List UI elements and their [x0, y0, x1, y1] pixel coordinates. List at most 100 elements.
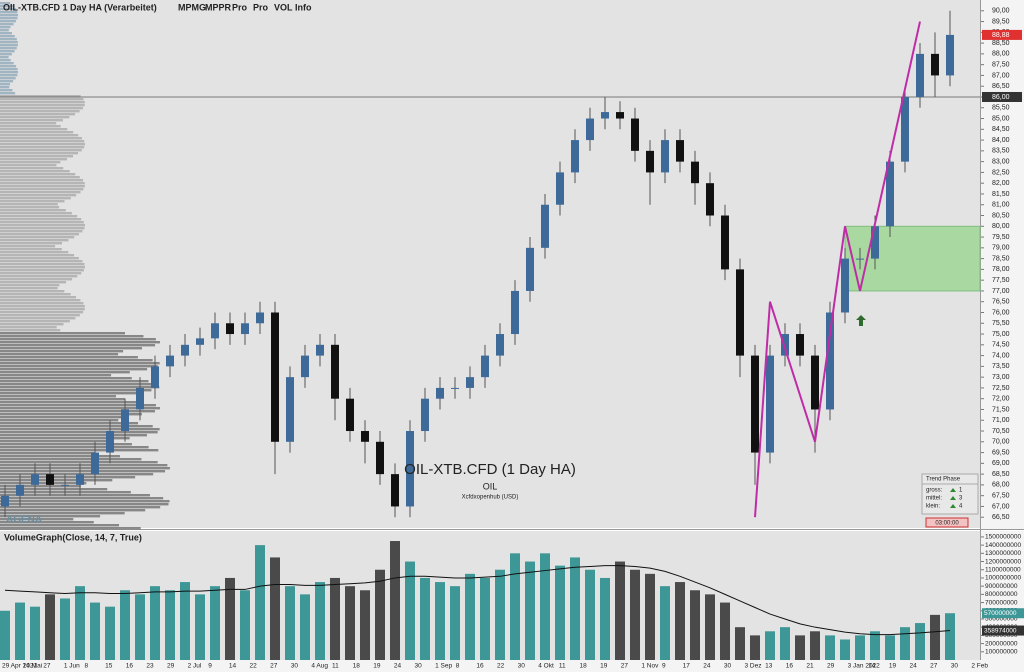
profile-bar	[0, 500, 170, 503]
candle-body	[451, 387, 459, 389]
volume-tick-label: 100000000	[985, 649, 1018, 656]
profile-bar	[0, 32, 13, 35]
candle-body	[226, 323, 234, 335]
trend-arrow	[950, 488, 956, 492]
volume-profile	[0, 2, 170, 530]
y-tick-label: 68,00	[992, 482, 1010, 489]
x-tick-label: 27	[43, 663, 51, 670]
x-tick-label: 2 Jul	[188, 663, 202, 670]
candle-body	[646, 150, 654, 173]
profile-bar	[0, 182, 85, 185]
profile-bar	[0, 377, 132, 380]
volume-bar	[945, 613, 955, 660]
candle-body	[676, 140, 684, 162]
volume-bar	[75, 586, 85, 660]
profile-bar	[0, 389, 152, 392]
volume-bar	[165, 590, 175, 660]
profile-bar	[0, 206, 60, 209]
profile-bar	[0, 296, 77, 299]
candle-body	[496, 334, 504, 356]
volume-bar	[45, 594, 55, 660]
profile-bar	[0, 281, 67, 284]
candle-body	[286, 377, 294, 442]
candle-body	[781, 334, 789, 356]
price-label-box	[982, 91, 1022, 102]
indicator-label: Pro	[232, 2, 248, 12]
x-tick-label: 2 Feb	[971, 663, 988, 670]
candle-body	[661, 140, 669, 173]
price-label: 86,00	[992, 94, 1010, 101]
volume-bar	[780, 627, 790, 660]
y-tick-label: 74,00	[992, 352, 1010, 359]
y-tick-label: 72,50	[992, 385, 1010, 392]
volume-bar	[135, 594, 145, 660]
profile-bar	[0, 167, 64, 170]
x-tick-label: 27	[930, 663, 938, 670]
candle-body	[706, 183, 714, 216]
y-tick-label: 73,00	[992, 374, 1010, 381]
volume-bar	[690, 590, 700, 660]
profile-bar	[0, 527, 141, 530]
profile-bar	[0, 485, 81, 488]
profile-bar	[0, 329, 61, 332]
profile-bar	[0, 506, 161, 509]
profile-bar	[0, 107, 83, 110]
indicator-label: Info	[295, 2, 312, 12]
x-tick-label: 22	[497, 663, 505, 670]
candle-body	[151, 366, 159, 388]
volume-bar	[900, 627, 910, 660]
signal-arrow	[856, 315, 866, 326]
y-tick-label: 66,50	[992, 514, 1010, 521]
profile-bar	[0, 86, 10, 89]
profile-bar	[0, 242, 62, 245]
candle-body	[1, 495, 9, 507]
profile-bar	[0, 113, 76, 116]
profile-bar	[0, 383, 159, 386]
profile-bar	[0, 398, 126, 401]
profile-bar	[0, 194, 77, 197]
profile-bar	[0, 272, 82, 275]
volume-bar	[795, 635, 805, 660]
date-axis	[0, 660, 1024, 672]
profile-bar	[0, 269, 84, 272]
y-tick-label: 82,50	[992, 169, 1010, 176]
x-tick-label: 27	[621, 663, 629, 670]
candle-body	[601, 112, 609, 119]
profile-bar	[0, 278, 73, 281]
profile-bar	[0, 302, 84, 305]
y-tick-label: 82,00	[992, 180, 1010, 187]
y-tick-label: 75,50	[992, 320, 1010, 327]
profile-bar	[0, 365, 158, 368]
volume-bar	[390, 541, 400, 660]
x-tick-label: 4 Aug	[311, 663, 328, 670]
volume-bar	[735, 627, 745, 660]
volume-tick-label: 700000000	[985, 599, 1018, 606]
y-tick-label: 78,50	[992, 255, 1010, 262]
profile-bar	[0, 395, 116, 398]
x-tick-label: 18	[580, 663, 588, 670]
volume-tick-label: 500000000	[985, 616, 1018, 623]
volume-bar	[465, 573, 475, 660]
volume-ma	[4, 565, 951, 636]
y-tick-label: 81,50	[992, 191, 1010, 198]
y-tick-label: 67,00	[992, 503, 1010, 510]
volume-tick-label: 300000000	[985, 632, 1018, 639]
x-tick-label: 19	[889, 663, 897, 670]
profile-bar	[0, 521, 94, 524]
logo-text: AGENA	[6, 515, 42, 526]
profile-bar	[0, 347, 142, 350]
candle-body	[691, 161, 699, 184]
candle-body	[796, 334, 804, 356]
profile-bar	[0, 413, 142, 416]
profile-bar	[0, 71, 18, 74]
profile-bar	[0, 221, 84, 224]
volume-bar	[405, 561, 415, 660]
volume-bar	[615, 561, 625, 660]
chart-title: OIL-XTB.CFD 1 Day HA (Verarbeitet)	[3, 2, 157, 12]
profile-bar	[0, 224, 85, 227]
x-tick-label: 30	[951, 663, 959, 670]
volume-bar	[0, 610, 10, 660]
x-tick-label: 29 Apr 2021	[2, 663, 37, 670]
volume-tick-label: 1000000000	[985, 575, 1022, 582]
